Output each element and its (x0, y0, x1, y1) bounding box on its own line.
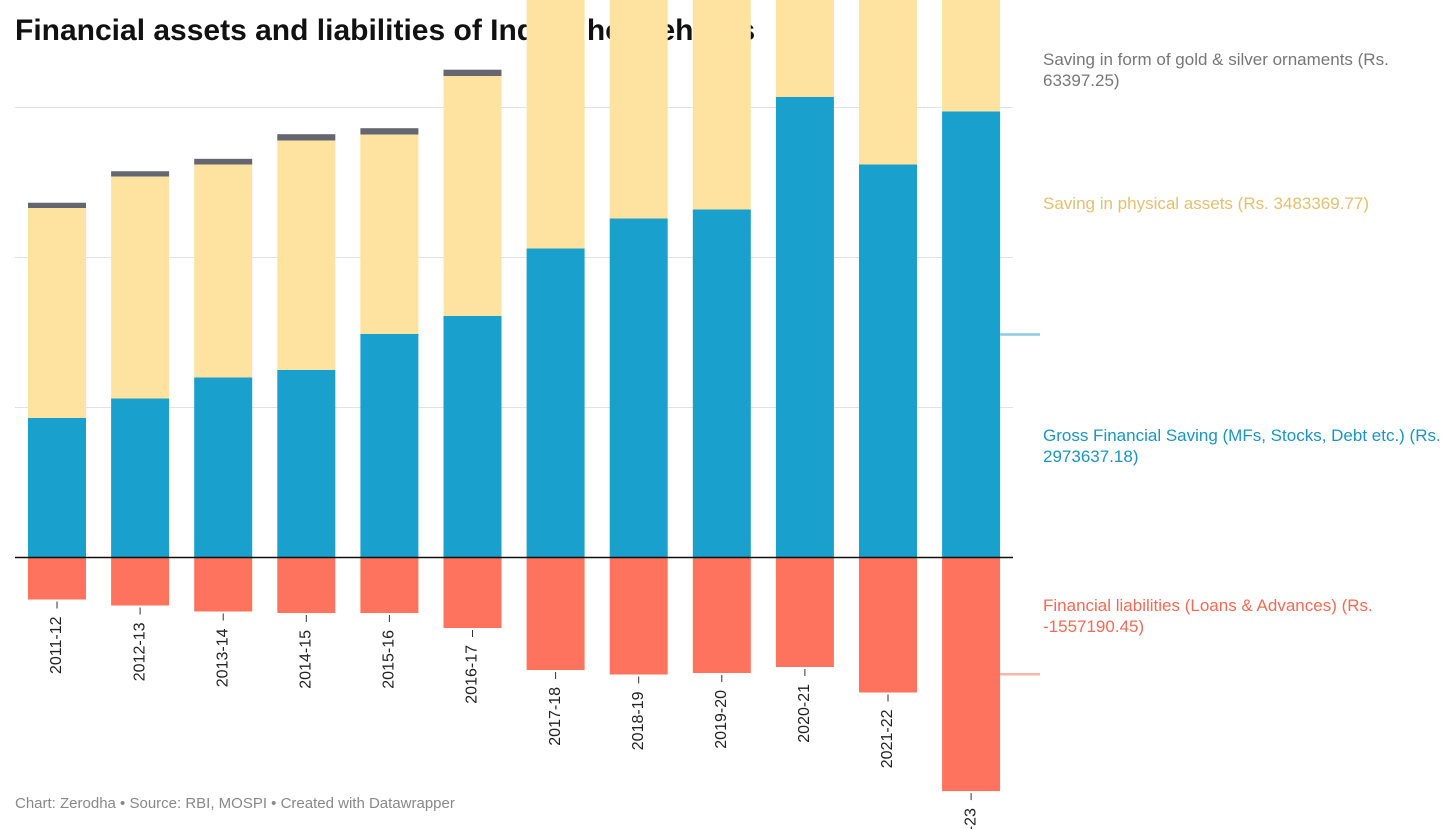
bar-financial-liabilities (942, 557, 1001, 792)
bar-gold-ornaments (111, 171, 170, 177)
bar-gross-financial-saving (859, 164, 917, 558)
label-connectors (1000, 333, 1040, 676)
bar-gross-financial-saving (28, 418, 86, 558)
bar-physical-assets (28, 208, 86, 418)
bar-physical-assets (859, 0, 917, 165)
bar-financial-liabilities (277, 557, 336, 613)
bar-physical-assets (360, 134, 419, 334)
bar-gross-financial-saving (526, 248, 585, 558)
x-tick-label: 2019-20 (713, 690, 730, 749)
x-tick-label: 2013-14 (214, 628, 231, 687)
x-tick-label: 2014-15 (298, 630, 315, 689)
bar-stack (277, 134, 336, 613)
bar-physical-assets (194, 164, 253, 378)
grid-lines (15, 107, 1013, 408)
bar-stack (526, 0, 585, 670)
bar-stack (942, 0, 1001, 792)
x-tick-label: 2012-13 (131, 622, 148, 681)
x-tick-label: 2016-17 (464, 645, 481, 704)
bar-gold-ornaments (360, 128, 419, 135)
bar-gold-ornaments (443, 69, 502, 76)
bar-financial-liabilities (443, 557, 502, 628)
x-tick-label: 2021-22 (879, 709, 896, 768)
bar-gross-financial-saving (609, 218, 668, 558)
bar-physical-assets (443, 76, 502, 316)
series-label-gold-ornaments: Saving in form of gold & silver ornament… (1043, 50, 1389, 90)
bar-stack (360, 128, 419, 613)
bar-gross-financial-saving (194, 377, 253, 558)
bar-financial-liabilities (692, 557, 751, 673)
bar-stacks (28, 0, 1001, 792)
bar-financial-liabilities (526, 557, 585, 670)
bar-gross-financial-saving (942, 111, 1001, 558)
bar-physical-assets (526, 0, 585, 249)
series-label-physical-assets: Saving in physical assets (Rs. 3483369.7… (1043, 194, 1370, 213)
bar-gross-financial-saving (277, 370, 336, 558)
bar-physical-assets (609, 0, 668, 219)
bar-financial-liabilities (194, 557, 253, 612)
bar-gross-financial-saving (111, 398, 170, 558)
bar-stack (443, 69, 502, 628)
x-axis-ticks: 2011-12 2012-13 2013-14 2014-15 2015-16 2016-… (48, 601, 979, 829)
bar-physical-assets (277, 140, 336, 370)
x-tick-label: 2020-21 (796, 684, 813, 743)
bar-financial-liabilities (775, 557, 834, 667)
bar-stack (609, 0, 668, 675)
bar-stack (28, 202, 86, 600)
bar-physical-assets (111, 176, 170, 399)
bar-gold-ornaments (277, 134, 336, 141)
bar-physical-assets (775, 0, 834, 97)
bar-financial-liabilities (111, 557, 170, 606)
x-tick-label: 2018-19 (630, 691, 647, 750)
bar-stack (859, 0, 917, 693)
bar-gross-financial-saving (692, 209, 751, 558)
bar-financial-liabilities (360, 557, 419, 613)
chart-footer: Chart: Zerodha • Source: RBI, MOSPI • Cr… (15, 795, 455, 812)
bar-stack (194, 158, 253, 612)
x-tick-label: 2011-12 (48, 616, 65, 674)
bar-stack (775, 0, 834, 667)
bar-physical-assets (692, 0, 751, 210)
bar-gross-financial-saving (360, 334, 419, 558)
x-tick-label: 2017-18 (547, 687, 564, 746)
x-tick-label: 2015-16 (381, 630, 398, 689)
bar-financial-liabilities (859, 557, 917, 693)
bar-financial-liabilities (28, 557, 86, 600)
bar-gross-financial-saving (443, 316, 502, 558)
bar-gross-financial-saving (775, 97, 834, 558)
bar-stack (692, 0, 751, 673)
bar-gold-ornaments (194, 158, 253, 165)
series-label-financial-liabilities: Financial liabilities (Loans & Advances)… (1043, 596, 1373, 636)
bar-financial-liabilities (609, 557, 668, 675)
series-label-gross-financial-saving: Gross Financial Saving (MFs, Stocks, Deb… (1043, 426, 1441, 466)
bar-stack (111, 171, 170, 606)
x-tick-label: 2022-23 (962, 808, 979, 829)
bar-gold-ornaments (28, 202, 86, 208)
bar-physical-assets (942, 0, 1001, 112)
